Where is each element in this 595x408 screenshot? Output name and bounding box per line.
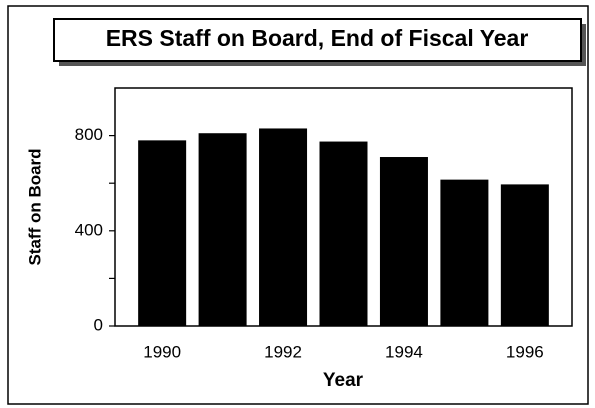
x-tick-label: 1990	[143, 342, 181, 361]
x-tick-label: 1994	[385, 342, 423, 361]
title-box	[53, 18, 582, 62]
bar	[500, 184, 549, 326]
chart-frame	[7, 5, 589, 405]
bar	[319, 141, 368, 326]
bar	[440, 179, 489, 326]
bar	[259, 128, 308, 326]
bar	[198, 133, 247, 326]
y-tick-label: 0	[94, 315, 103, 334]
y-axis-title: Staff on Board	[25, 148, 44, 265]
bar	[379, 157, 428, 326]
y-tick-label: 400	[75, 220, 103, 239]
x-axis-title: Year	[323, 370, 364, 391]
x-tick-label: 1996	[506, 342, 544, 361]
x-tick-label: 1992	[264, 342, 302, 361]
chart-title: ERS Staff on Board, End of Fiscal Year	[106, 25, 529, 51]
bar	[138, 140, 187, 326]
y-tick-label: 800	[75, 125, 103, 144]
